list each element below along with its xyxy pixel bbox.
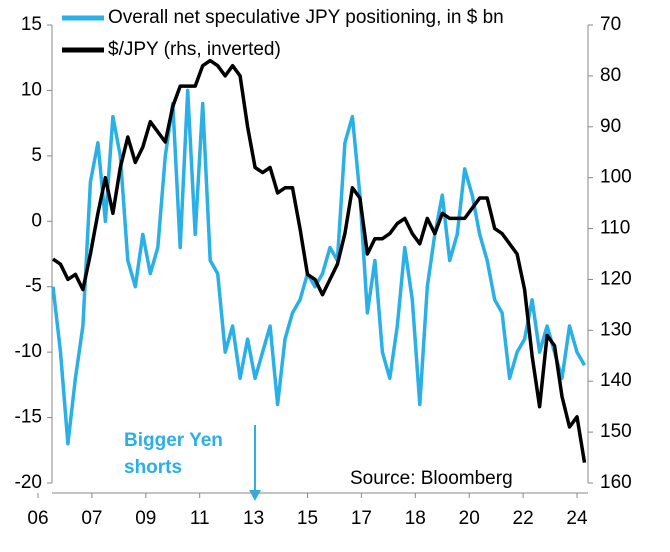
y2-tick-label: 110 [600,218,630,239]
y2-tick-label: 120 [600,268,632,289]
x-tick-label: 06 [27,508,48,529]
y2-tick-label: 80 [600,65,621,86]
x-tick-label: 15 [297,508,318,529]
x-tick-label: 07 [81,508,102,529]
y-tick-label: 10 [21,79,42,100]
x-tick-label: 20 [459,508,480,529]
annotation: shorts [124,457,182,478]
y-tick-label: -5 [25,276,42,297]
arrow-head [249,490,261,501]
y2-tick-label: 100 [600,167,632,188]
x-tick-label: 18 [405,508,426,529]
x-tick-label: 09 [135,508,156,529]
y-tick-label: 5 [31,145,42,166]
y2-tick-label: 70 [600,14,621,35]
series-line [52,58,587,463]
y2-tick-label: 90 [600,116,621,137]
series-line [51,88,587,446]
annotation: Bigger Yen [124,430,223,451]
x-tick-label: 13 [243,508,264,529]
y2-tick-label: 130 [600,319,632,340]
y2-tick-label: 140 [600,370,632,391]
source: Source: Bloomberg [350,468,513,489]
y-tick-label: -15 [15,407,42,428]
y-tick-label: -20 [15,472,42,493]
y-tick-label: 15 [21,14,42,35]
y-tick-label: 0 [31,210,42,231]
x-tick-label: 22 [513,508,534,529]
y2-tick-label: 160 [600,472,632,493]
y-tick-label: -10 [15,341,42,362]
x-tick-label: 11 [190,508,210,529]
legend-label: Overall net speculative JPY positioning,… [108,7,504,28]
x-tick-label: 24 [566,508,588,529]
x-tick-label: 17 [351,508,372,529]
legend-label: $/JPY (rhs, inverted) [108,39,281,60]
y2-tick-label: 150 [600,421,632,442]
